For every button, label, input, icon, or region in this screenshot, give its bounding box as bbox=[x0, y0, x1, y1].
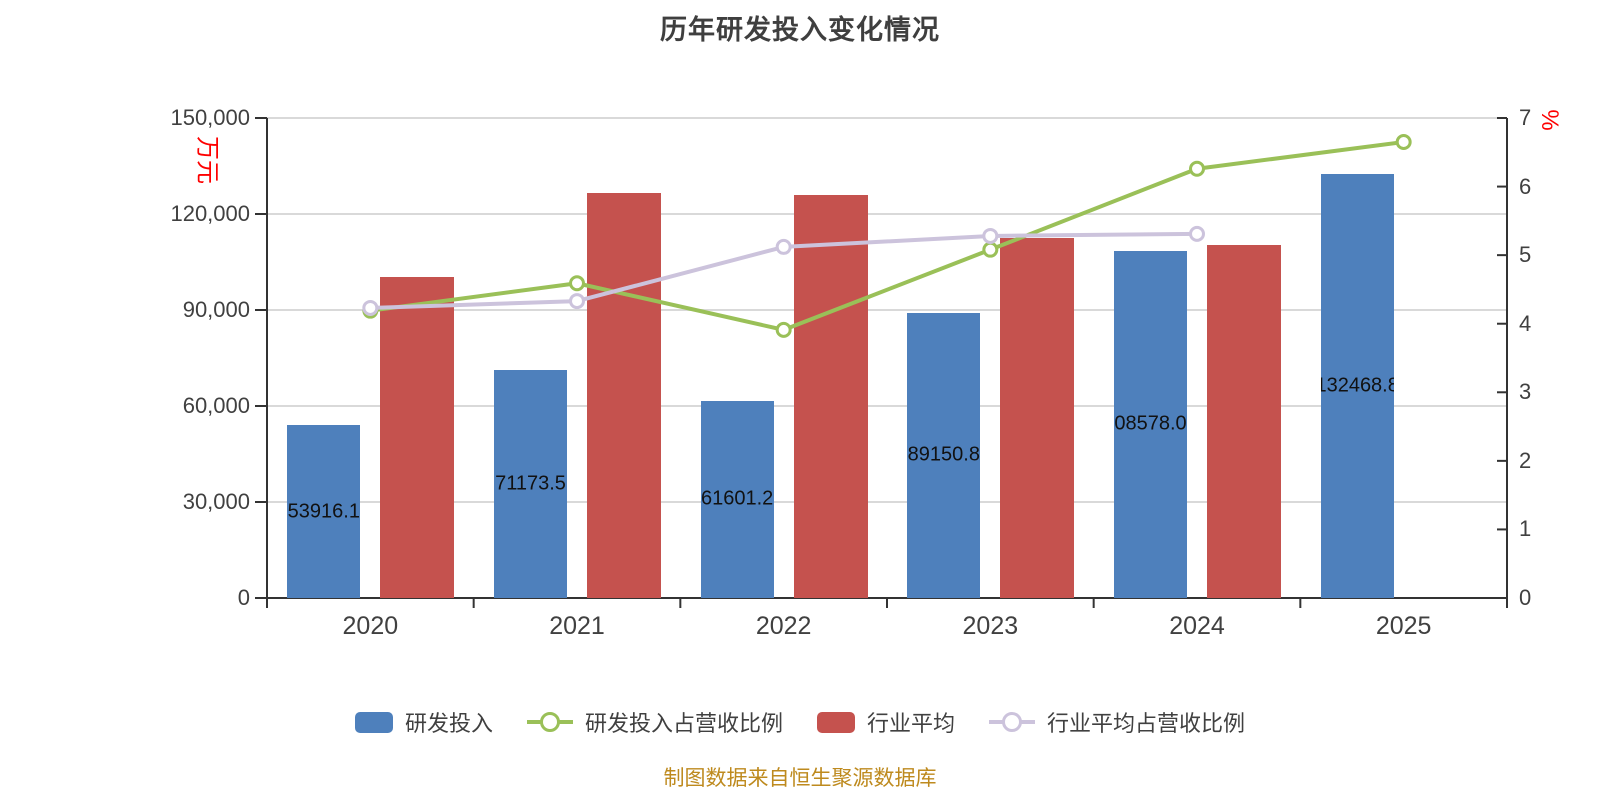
right-axis-tick-label: 0 bbox=[1519, 585, 1532, 610]
rnd-investment-bar-2025[interactable]: 132468.8 bbox=[1320, 174, 1394, 598]
lavender-line-marker-icon bbox=[989, 712, 1036, 732]
bar-value-label: 89150.8 bbox=[907, 443, 980, 466]
right-axis-tick-label: 5 bbox=[1519, 242, 1532, 268]
left-axis-tick-label: 120,000 bbox=[170, 201, 250, 226]
right-axis-tick-label: 7 bbox=[1519, 105, 1532, 130]
rnd-investment-bar-2024[interactable]: 108578.07 bbox=[1114, 250, 1187, 598]
green-line-marker-icon bbox=[526, 712, 573, 732]
industry-average-bar-2023[interactable] bbox=[1000, 238, 1075, 598]
bar-value-label: 108578.07 bbox=[1114, 412, 1187, 435]
bar-value-label: 71173.5 bbox=[495, 472, 566, 495]
right-axis-unit-label: % bbox=[1536, 109, 1563, 131]
x-axis-label-2023: 2023 bbox=[962, 612, 1019, 640]
left-axis-tick-label: 0 bbox=[237, 585, 250, 610]
footer-note: 制图数据来自恒生聚源数据库 bbox=[663, 767, 937, 790]
rnd-investment-bar-2023[interactable]: 89150.8 bbox=[907, 312, 981, 598]
blue-bar-swatch-icon bbox=[354, 711, 393, 733]
industry-average-bar-2024[interactable] bbox=[1207, 244, 1281, 598]
chart-title: 历年研发投入变化情况 bbox=[660, 15, 940, 45]
legend-label: 行业平均 bbox=[867, 711, 956, 736]
legend-item-industry-revenue-ratio[interactable]: 行业平均占营收比例 bbox=[989, 706, 1245, 738]
legend-label: 研发投入占营收比例 bbox=[584, 711, 783, 736]
left-axis-tick-label: 30,000 bbox=[182, 489, 250, 514]
x-axis-label-2021: 2021 bbox=[549, 612, 605, 640]
legend-item-rnd-investment[interactable]: 研发投入 bbox=[354, 706, 493, 738]
rnd-investment-bar-2020[interactable]: 53916.1 bbox=[287, 425, 361, 598]
legend-item-industry-average[interactable]: 行业平均 bbox=[817, 706, 955, 738]
bar-value-label: 132468.8 bbox=[1320, 374, 1394, 397]
rnd-investment-bar-2022[interactable]: 61601.2 bbox=[700, 400, 774, 598]
left-axis-tick-label: 60,000 bbox=[182, 393, 250, 418]
legend-item-rnd-revenue-ratio[interactable]: 研发投入占营收比例 bbox=[526, 706, 783, 738]
industry-average-bar-2020[interactable] bbox=[380, 277, 455, 598]
right-axis-tick-label: 4 bbox=[1519, 310, 1532, 336]
x-axis-label-2025: 2025 bbox=[1375, 612, 1432, 640]
right-axis-tick-label: 2 bbox=[1519, 447, 1532, 473]
legend-label: 行业平均占营收比例 bbox=[1047, 711, 1246, 736]
bar-value-label: 53916.1 bbox=[287, 500, 360, 523]
right-axis-tick-label: 1 bbox=[1519, 516, 1532, 542]
red-bar-swatch-icon bbox=[817, 711, 855, 733]
left-axis-tick-label: 90,000 bbox=[182, 297, 250, 322]
x-axis-label-2020: 2020 bbox=[342, 612, 399, 640]
x-axis-label-2024: 2024 bbox=[1169, 612, 1225, 640]
legend: 研发投入 研发投入占营收比例 行业平均 行业平均占营收比例 bbox=[0, 700, 1600, 744]
industry-average-bar-2022[interactable] bbox=[793, 194, 868, 598]
x-axis-label-2022: 2022 bbox=[755, 612, 812, 640]
bar-value-label: 61601.2 bbox=[701, 487, 774, 510]
rnd-investment-bar-2021[interactable]: 71173.5 bbox=[494, 370, 567, 598]
right-axis-tick-label: 6 bbox=[1519, 173, 1532, 199]
left-axis-tick-label: 150,000 bbox=[170, 105, 250, 130]
industry-average-bar-2021[interactable] bbox=[587, 192, 661, 598]
right-axis-tick-label: 3 bbox=[1519, 379, 1532, 405]
legend-label: 研发投入 bbox=[404, 711, 493, 736]
left-axis-unit-label: 万元 bbox=[193, 136, 221, 184]
